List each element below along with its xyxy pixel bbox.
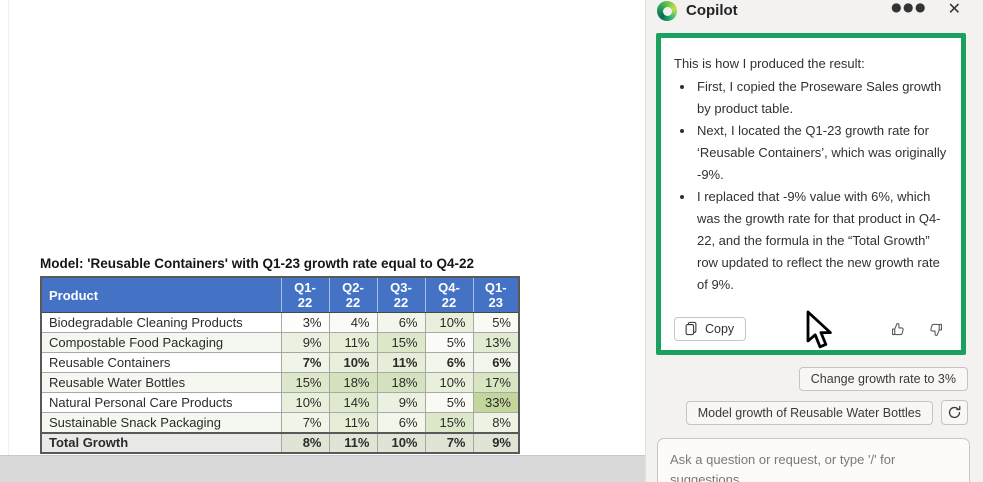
table-row: Biodegradable Cleaning Products 3% 4% 6% 10%…	[40, 312, 520, 333]
value-cell[interactable]: 17%	[472, 372, 520, 393]
value-cell[interactable]: 15%	[424, 412, 474, 433]
value-cell[interactable]: 15%	[280, 372, 330, 393]
copilot-message: This is how I produced the result: First…	[661, 38, 961, 350]
value-cell[interactable]: 10%	[424, 372, 474, 393]
value-cell[interactable]: 6%	[376, 312, 426, 333]
refresh-suggestions-button[interactable]	[941, 400, 968, 425]
value-cell[interactable]: 8%	[472, 412, 520, 433]
value-cell[interactable]: 8%	[280, 431, 330, 453]
chat-input[interactable]	[657, 438, 970, 482]
product-cell[interactable]: Reusable Containers	[40, 352, 282, 373]
value-cell[interactable]: 6%	[472, 352, 520, 373]
suggestion-chip-model-growth[interactable]: Model growth of Reusable Water Bottles	[685, 400, 933, 425]
value-cell[interactable]: 5%	[424, 392, 474, 413]
growth-table: Product Q1-22 Q2-22 Q3-22 Q4-22 Q1-23 Bi…	[40, 276, 520, 454]
message-intro: This is how I produced the result:	[674, 56, 865, 71]
table-title: Model: 'Reusable Containers' with Q1-23 …	[40, 256, 474, 271]
message-bullet: Next, I located the Q1-23 growth rate fo…	[695, 120, 948, 186]
value-cell[interactable]: 9%	[280, 332, 330, 353]
value-cell[interactable]: 18%	[328, 372, 378, 393]
header-cell-product[interactable]: Product	[41, 277, 282, 313]
header-cell-q2-22[interactable]: Q2-22	[329, 277, 378, 313]
table-row: Sustainable Snack Packaging 7% 11% 6% 15% 8%	[40, 412, 520, 433]
table-row: Natural Personal Care Products 10% 14% 9% 5%…	[40, 392, 520, 413]
product-cell[interactable]: Reusable Water Bottles	[40, 372, 282, 393]
feedback-buttons	[890, 321, 948, 338]
close-icon[interactable]: ✕	[947, 0, 961, 18]
header-cell-q4-22[interactable]: Q4-22	[425, 277, 474, 313]
product-cell[interactable]: Total Growth	[40, 431, 282, 453]
copy-button-label: Copy	[705, 321, 735, 336]
suggestion-row: Model growth of Reusable Water Bottles	[685, 400, 968, 425]
product-cell[interactable]: Compostable Food Packaging	[40, 332, 282, 353]
copilot-panel-header: Copilot ●●● ✕	[646, 0, 983, 30]
value-cell[interactable]: 13%	[472, 332, 520, 353]
table-row: Reusable Water Bottles 15% 18% 18% 10% 17%	[40, 372, 520, 393]
message-bullet: First, I copied the Proseware Sales grow…	[695, 76, 948, 120]
value-cell[interactable]: 10%	[280, 392, 330, 413]
value-cell[interactable]: 7%	[280, 352, 330, 373]
value-cell[interactable]: 6%	[424, 352, 474, 373]
value-cell[interactable]: 3%	[280, 312, 330, 333]
message-bullet-list: First, I copied the Proseware Sales grow…	[674, 76, 948, 296]
thumbs-down-icon[interactable]	[927, 321, 944, 338]
value-cell[interactable]: 7%	[280, 412, 330, 433]
copilot-panel: Copilot ●●● ✕ This is how I produced the…	[645, 0, 983, 482]
value-cell[interactable]: 9%	[472, 431, 520, 453]
spreadsheet-pane: Model: 'Reusable Containers' with Q1-23 …	[0, 0, 645, 482]
value-cell[interactable]: 5%	[424, 332, 474, 353]
value-cell[interactable]: 10%	[376, 431, 426, 453]
message-footer: Copy	[674, 317, 948, 341]
value-cell[interactable]: 15%	[376, 332, 426, 353]
thumbs-up-icon[interactable]	[890, 321, 907, 338]
value-cell[interactable]: 10%	[328, 352, 378, 373]
product-cell[interactable]: Sustainable Snack Packaging	[40, 412, 282, 433]
value-cell[interactable]: 6%	[376, 412, 426, 433]
value-cell[interactable]: 9%	[376, 392, 426, 413]
suggestion-chip-change-growth[interactable]: Change growth rate to 3%	[798, 367, 968, 391]
copy-icon	[685, 321, 697, 336]
value-cell[interactable]: 11%	[328, 332, 378, 353]
product-cell[interactable]: Natural Personal Care Products	[40, 392, 282, 413]
sheet-gridline	[8, 0, 9, 455]
value-cell[interactable]: 11%	[328, 412, 378, 433]
value-cell[interactable]: 7%	[424, 431, 474, 453]
sheet-bottom-area	[0, 455, 645, 482]
table-header-row: Product Q1-22 Q2-22 Q3-22 Q4-22 Q1-23	[41, 277, 520, 313]
product-cell[interactable]: Biodegradable Cleaning Products	[40, 312, 282, 333]
copilot-panel-title: Copilot	[686, 2, 738, 19]
header-cell-q1-22[interactable]: Q1-22	[281, 277, 330, 313]
highlight-annotation-box: This is how I produced the result: First…	[656, 33, 966, 355]
table-row: Total Growth 8% 11% 10% 7% 9%	[40, 431, 520, 453]
copilot-logo-icon	[657, 1, 677, 21]
value-cell[interactable]: 11%	[376, 352, 426, 373]
value-cell[interactable]: 5%	[472, 312, 520, 333]
header-cell-q1-23[interactable]: Q1-23	[473, 277, 520, 313]
value-cell[interactable]: 33%	[472, 392, 520, 413]
value-cell[interactable]: 11%	[328, 431, 378, 453]
table-row: Reusable Containers 7% 10% 11% 6% 6%	[40, 352, 520, 373]
copy-button[interactable]: Copy	[674, 317, 747, 341]
table-row: Compostable Food Packaging 9% 11% 15% 5% 13%	[40, 332, 520, 353]
header-cell-q3-22[interactable]: Q3-22	[377, 277, 426, 313]
refresh-icon	[948, 405, 961, 419]
value-cell[interactable]: 10%	[424, 312, 474, 333]
more-options-icon[interactable]: ●●●	[891, 0, 927, 14]
message-bullet: I replaced that -9% value with 6%, which…	[695, 186, 948, 296]
value-cell[interactable]: 4%	[328, 312, 378, 333]
value-cell[interactable]: 18%	[376, 372, 426, 393]
value-cell[interactable]: 14%	[328, 392, 378, 413]
growth-table-body: Biodegradable Cleaning Products 3% 4% 6% 10%…	[40, 312, 520, 453]
